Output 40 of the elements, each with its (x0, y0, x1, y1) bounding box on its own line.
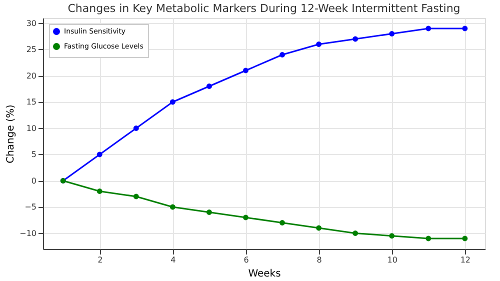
y-tick-label: 5 (31, 150, 36, 159)
point (426, 26, 432, 32)
x-tick-label: 2 (98, 256, 103, 264)
y-tick-label: −10 (20, 228, 36, 238)
point (133, 126, 139, 131)
point (352, 230, 358, 236)
x-tick-label: 6 (244, 256, 249, 264)
x-tick-label: 8 (316, 256, 322, 264)
x-tick-label: 12 (460, 256, 471, 264)
point (133, 194, 139, 200)
point (352, 36, 358, 42)
y-tick-label: 15 (26, 98, 36, 106)
point (170, 204, 176, 210)
point (280, 220, 286, 226)
point (206, 84, 212, 89)
point (316, 42, 322, 47)
point (462, 236, 468, 242)
point (389, 233, 395, 239)
point (242, 214, 248, 220)
point (96, 152, 102, 158)
point (242, 68, 248, 74)
point (462, 26, 468, 32)
chart-title: Changes in Key Metabolic Markers During 12-Week Intermittent Fasting (68, 2, 460, 15)
x-axis-title: Weeks (248, 268, 281, 280)
x-tick-label: 4 (170, 256, 176, 264)
y-tick-label: 10 (26, 124, 36, 133)
point (316, 225, 322, 231)
x-tick-label: 10 (387, 256, 398, 264)
y-tick-label: 20 (26, 71, 36, 80)
y-tick-label: 0 (31, 176, 36, 186)
y-tick-label: 30 (26, 18, 36, 28)
point (280, 52, 286, 58)
y-tick-label: 25 (26, 45, 36, 54)
point (170, 99, 176, 105)
y-axis-title: Change (%) (6, 104, 17, 164)
y-tick-label: −5 (24, 202, 36, 212)
point (96, 188, 102, 194)
point (426, 236, 432, 242)
point (206, 210, 212, 215)
point (389, 31, 395, 36)
